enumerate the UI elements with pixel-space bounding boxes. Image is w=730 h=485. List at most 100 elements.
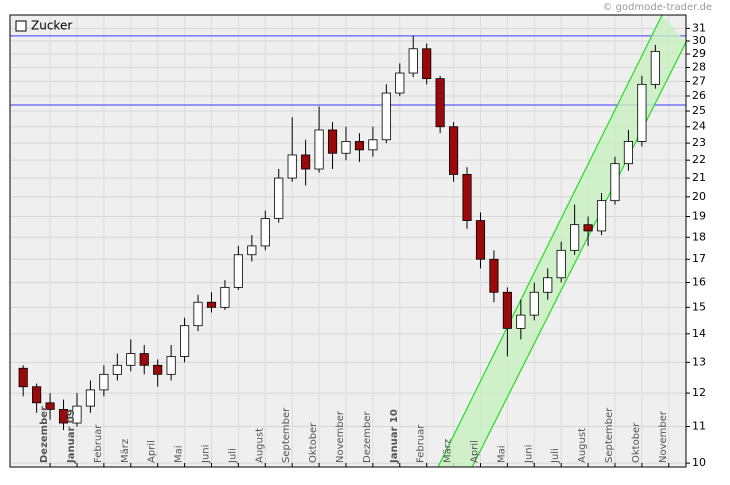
y-tick-label: 15 (692, 300, 706, 313)
x-tick-label: Dezember (362, 411, 373, 463)
x-tick-label: Juni (200, 445, 211, 464)
candle-body (32, 386, 42, 404)
candle-body (58, 409, 69, 424)
x-tick-label: Mai (174, 445, 185, 463)
candle-body (570, 224, 580, 251)
candle-body (153, 364, 163, 375)
candle-body (516, 314, 526, 329)
legend-label: Zucker (31, 19, 72, 33)
x-tick-label: August (254, 428, 265, 463)
candle-body (556, 249, 566, 279)
x-tick-label: März (443, 439, 454, 463)
x-tick-label: Oktober (631, 422, 642, 463)
y-tick-label: 26 (692, 89, 706, 102)
y-tick-label: 14 (692, 327, 706, 340)
y-tick-label: 18 (692, 230, 706, 243)
candle-body (139, 353, 149, 366)
candle-body (301, 154, 311, 170)
x-tick-label: November (335, 410, 346, 463)
x-tick-label: Dezember (39, 406, 50, 463)
candle-body (314, 129, 324, 170)
candle-body (435, 78, 445, 128)
candle-body (85, 389, 96, 407)
candle-body (233, 254, 243, 288)
y-tick-label: 13 (692, 355, 706, 368)
candles (18, 35, 660, 431)
candle-body (126, 353, 136, 366)
candle-body (260, 218, 270, 247)
legend-box (15, 20, 27, 32)
candle-body (247, 245, 257, 256)
candle-body (45, 402, 55, 410)
candle-body (99, 373, 109, 391)
x-tick-label: Juli (227, 448, 238, 464)
candle-body (650, 50, 660, 85)
candle-body (381, 92, 391, 141)
y-tick-label: 16 (692, 276, 706, 289)
candle-body (475, 220, 486, 260)
channel-line (471, 42, 686, 467)
candle-body (274, 177, 284, 219)
y-tick-label: 29 (692, 47, 706, 60)
candle-body (623, 141, 634, 165)
y-tick-label: 12 (692, 386, 706, 399)
x-tick-label: Oktober (308, 422, 319, 463)
x-tick-label: Juli (550, 448, 561, 464)
candle-body (193, 301, 203, 327)
watermark: © godmode-trader.de (603, 2, 713, 13)
y-tick-label: 17 (692, 252, 706, 265)
candle-body (180, 325, 190, 357)
channel (437, 15, 686, 467)
y-tick-label: 31 (692, 21, 706, 34)
candle-body (395, 72, 405, 94)
x-tick-label: September (281, 407, 292, 463)
candle-body (368, 139, 378, 151)
candle-body (18, 367, 28, 388)
x-tick-label: November (658, 410, 669, 463)
x-tick-label: Januar 10 (389, 409, 400, 464)
x-tick-label: Juni (523, 445, 534, 464)
candle-body (449, 126, 459, 175)
y-tick-label: 11 (692, 420, 706, 433)
channel-line (437, 15, 663, 467)
candle-body (637, 83, 647, 142)
candle-body (408, 48, 418, 74)
candle-body (529, 291, 539, 316)
y-tick-label: 25 (692, 104, 706, 117)
x-tick-label: Mai (496, 445, 507, 463)
y-tick-label: 20 (692, 190, 706, 203)
candle-body (327, 129, 338, 154)
candle-body (354, 141, 365, 151)
x-tick-label: März (120, 439, 131, 463)
candle-body (166, 356, 176, 375)
y-tick-label: 22 (692, 153, 706, 166)
candle-body (422, 48, 432, 80)
candle-body (72, 405, 82, 424)
labels: 10 11 12 13 14 15 16 17 18 19 20 21 22 23 24 25 26 272829… (39, 21, 706, 469)
y-tick-label: 27 (692, 74, 706, 87)
candle-body (610, 163, 620, 202)
candle-body (502, 291, 512, 329)
channel-fill (437, 15, 686, 467)
x-tick-label: Februar (93, 424, 104, 463)
plot-border (9, 14, 687, 468)
y-tick-label: 28 (692, 61, 706, 74)
candle-body (287, 154, 297, 179)
x-tick-label: August (577, 428, 588, 463)
candle-body (583, 224, 593, 232)
y-tick-label: 30 (692, 34, 706, 47)
x-tick-label: April (469, 440, 480, 463)
candle-body (462, 174, 472, 221)
candle-body (220, 286, 230, 308)
candle-body (206, 301, 217, 308)
y-tick-label: 19 (692, 210, 706, 223)
x-tick-label: Januar 09 (66, 409, 77, 464)
y-tick-label: 24 (692, 120, 706, 133)
candle-body (341, 141, 351, 154)
y-tick-label: 10 (692, 456, 706, 469)
candle-body (489, 258, 499, 293)
y-tick-label: 21 (692, 171, 706, 184)
x-tick-label: April (147, 440, 158, 463)
x-tick-label: Februar (416, 424, 427, 463)
